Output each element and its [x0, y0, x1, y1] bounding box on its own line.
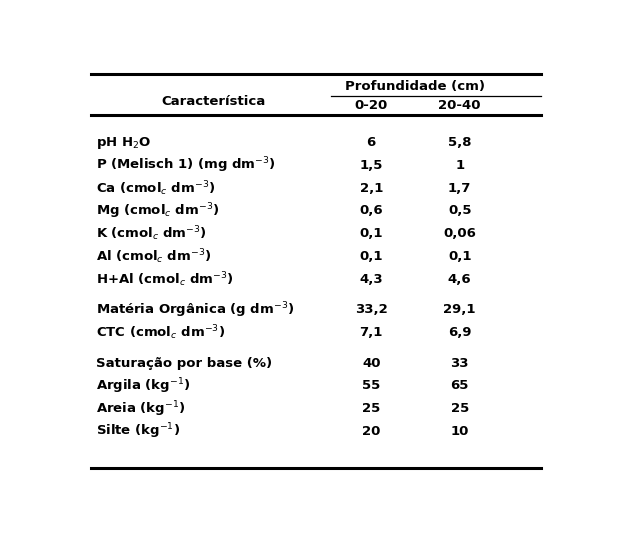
Text: 1: 1 [455, 159, 464, 172]
Text: Matéria Orgânica (g dm$^{-3}$): Matéria Orgânica (g dm$^{-3}$) [96, 300, 294, 320]
Text: 6: 6 [366, 136, 376, 149]
Text: Característica: Característica [161, 95, 265, 107]
Text: 10: 10 [450, 425, 469, 438]
Text: 25: 25 [450, 402, 469, 415]
Text: 5,8: 5,8 [448, 136, 471, 149]
Text: 20-40: 20-40 [439, 99, 481, 112]
Text: 1,7: 1,7 [448, 182, 471, 195]
Text: 4,6: 4,6 [448, 273, 471, 286]
Text: 65: 65 [450, 380, 469, 392]
Text: 0,1: 0,1 [448, 250, 471, 263]
Text: P (Melisch 1) (mg dm$^{-3}$): P (Melisch 1) (mg dm$^{-3}$) [96, 155, 276, 175]
Text: 0,1: 0,1 [360, 250, 383, 263]
Text: Saturação por base (%): Saturação por base (%) [96, 357, 272, 370]
Text: 0,1: 0,1 [360, 227, 383, 240]
Text: Argila (kg$^{-1}$): Argila (kg$^{-1}$) [96, 376, 191, 396]
Text: CTC (cmol$_c$ dm$^{-3}$): CTC (cmol$_c$ dm$^{-3}$) [96, 323, 225, 342]
Text: 25: 25 [362, 402, 380, 415]
Text: H+Al (cmol$_c$ dm$^{-3}$): H+Al (cmol$_c$ dm$^{-3}$) [96, 270, 234, 289]
Text: 20: 20 [362, 425, 381, 438]
Text: Ca (cmol$_c$ dm$^{-3}$): Ca (cmol$_c$ dm$^{-3}$) [96, 179, 215, 198]
Text: 2,1: 2,1 [360, 182, 383, 195]
Text: Mg (cmol$_c$ dm$^{-3}$): Mg (cmol$_c$ dm$^{-3}$) [96, 201, 220, 221]
Text: K (cmol$_c$ dm$^{-3}$): K (cmol$_c$ dm$^{-3}$) [96, 224, 207, 243]
Text: pH H$_2$O: pH H$_2$O [96, 135, 152, 151]
Text: 0,6: 0,6 [359, 205, 383, 217]
Text: 33,2: 33,2 [355, 303, 387, 316]
Text: 0,06: 0,06 [443, 227, 476, 240]
Text: Areia (kg$^{-1}$): Areia (kg$^{-1}$) [96, 399, 186, 419]
Text: 33: 33 [450, 357, 469, 370]
Text: Silte (kg$^{-1}$): Silte (kg$^{-1}$) [96, 422, 180, 442]
Text: 0,5: 0,5 [448, 205, 471, 217]
Text: 7,1: 7,1 [360, 326, 383, 339]
Text: Al (cmol$_c$ dm$^{-3}$): Al (cmol$_c$ dm$^{-3}$) [96, 247, 212, 266]
Text: 55: 55 [362, 380, 380, 392]
Text: 40: 40 [362, 357, 381, 370]
Text: Profundidade (cm): Profundidade (cm) [346, 80, 486, 93]
Text: 1,5: 1,5 [360, 159, 383, 172]
Text: 6,9: 6,9 [448, 326, 471, 339]
Text: 0-20: 0-20 [355, 99, 388, 112]
Text: 4,3: 4,3 [359, 273, 383, 286]
Text: 29,1: 29,1 [444, 303, 476, 316]
